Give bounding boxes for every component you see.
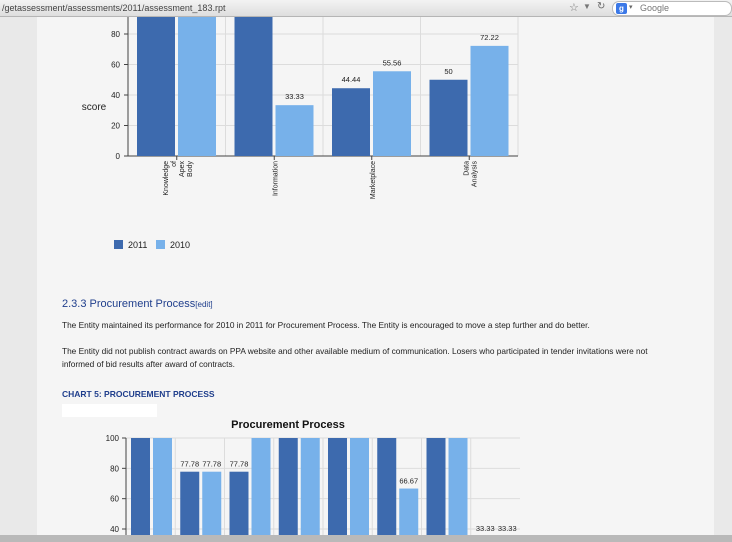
- bar-2011: [328, 438, 347, 535]
- legend-item-2011: 2011: [114, 240, 147, 250]
- x-tick-label-line: Knowledge: [163, 161, 170, 196]
- y-tick-label: 40: [110, 525, 119, 534]
- bar-2010: [300, 438, 320, 535]
- paragraph-1: The Entity maintained its performance fo…: [62, 320, 590, 330]
- edit-link[interactable]: [edit]: [195, 300, 213, 309]
- bar-2011: [377, 438, 397, 535]
- y-tick-label: 20: [111, 122, 120, 131]
- y-tick-label: 0: [116, 152, 121, 161]
- bar-2011: [426, 438, 446, 535]
- bar-2011: [429, 79, 468, 156]
- x-tick-label: Information: [272, 161, 279, 196]
- section-title: 2.3.3 Procurement Process: [62, 298, 196, 310]
- page-content: 0 20 40 60 80 score Knowledge of Apex Body 33.33 In…: [37, 17, 714, 535]
- legend-swatch-2010: [156, 240, 165, 249]
- score-bar-chart: 0 20 40 60 80 score Knowledge of Apex Body 33.33 In…: [82, 17, 519, 199]
- blank-box: [62, 404, 157, 417]
- y-tick-label: 40: [111, 91, 120, 100]
- bar-2010: [178, 17, 216, 156]
- reload-icon[interactable]: ↻: [597, 1, 606, 12]
- search-engine-dropdown-icon[interactable]: ▾: [629, 4, 633, 11]
- data-label: 77.78: [230, 460, 249, 469]
- x-tick-label: Marketplace: [370, 161, 377, 199]
- chevron-down-icon[interactable]: ▼: [583, 2, 591, 11]
- data-label: 77.78: [202, 460, 221, 469]
- chart-heading: CHART 5: PROCUREMENT PROCESS: [62, 389, 215, 399]
- bar-2010: [350, 438, 369, 535]
- google-icon: g: [616, 3, 627, 14]
- bar-2011: [332, 88, 370, 156]
- legend-item-2010: 2010: [156, 240, 190, 250]
- bar-2010: [373, 71, 411, 156]
- search-input[interactable]: g ▾ Google: [612, 1, 732, 16]
- legend-swatch-2011: [114, 240, 123, 249]
- paragraph-2: The Entity did not publish contract awar…: [62, 346, 648, 369]
- search-placeholder: Google: [640, 3, 670, 13]
- y-tick-label: 60: [111, 61, 120, 70]
- browser-toolbar: /getassessment/assessments/2011/assessme…: [0, 0, 732, 17]
- data-label: 44.44: [342, 75, 361, 84]
- data-label: 66.67: [399, 477, 418, 486]
- x-tick-label: Knowledge of Apex Body: [163, 161, 194, 196]
- data-label: 77.78: [180, 460, 199, 469]
- bar-2010: [448, 438, 468, 535]
- data-label: 33.33: [476, 524, 495, 533]
- data-label: 33.33: [285, 92, 304, 101]
- bar-2011: [180, 471, 200, 535]
- bar-2010: [399, 488, 419, 535]
- data-label: 72.22: [480, 33, 499, 42]
- section-heading: 2.3.3 Procurement Process[edit]: [62, 298, 213, 310]
- y-axis-label: score: [82, 102, 107, 113]
- data-label: 33.33: [498, 524, 517, 533]
- bar-2011: [137, 17, 175, 156]
- x-tick-label-line: of: [171, 161, 178, 167]
- y-tick-label: 100: [106, 434, 120, 443]
- data-label: 55.56: [383, 58, 402, 67]
- bar-2011: [278, 438, 298, 535]
- x-tick-label-line: Data: [463, 161, 470, 176]
- bar-2010: [251, 438, 271, 535]
- bottom-scrollbar[interactable]: [0, 535, 732, 542]
- bar-2011: [131, 438, 150, 535]
- x-tick-label-line: Marketplace: [370, 161, 377, 199]
- bar-2011: [234, 17, 273, 156]
- y-tick-label: 60: [110, 495, 119, 504]
- x-tick-label: Data Analysis: [463, 161, 478, 188]
- x-tick-label-line: Body: [187, 161, 194, 177]
- x-tick-label-line: Analysis: [471, 161, 478, 188]
- bar-2010: [470, 45, 509, 156]
- data-label: 50: [444, 67, 452, 76]
- address-bar[interactable]: /getassessment/assessments/2011/assessme…: [2, 3, 226, 13]
- y-tick-label: 80: [110, 464, 119, 473]
- bar-2010: [153, 438, 172, 535]
- legend-label-2011: 2011: [128, 240, 148, 250]
- legend-label-2010: 2010: [170, 240, 191, 250]
- bar-2010: [202, 471, 222, 535]
- bookmark-star-icon[interactable]: ☆: [569, 2, 579, 14]
- x-tick-label-line: Apex: [179, 161, 186, 177]
- bar-2010: [275, 105, 314, 156]
- y-tick-label: 80: [111, 30, 120, 39]
- bar-2011: [229, 471, 249, 535]
- x-tick-label-line: Information: [272, 161, 279, 196]
- chart-title: Procurement Process: [231, 419, 345, 431]
